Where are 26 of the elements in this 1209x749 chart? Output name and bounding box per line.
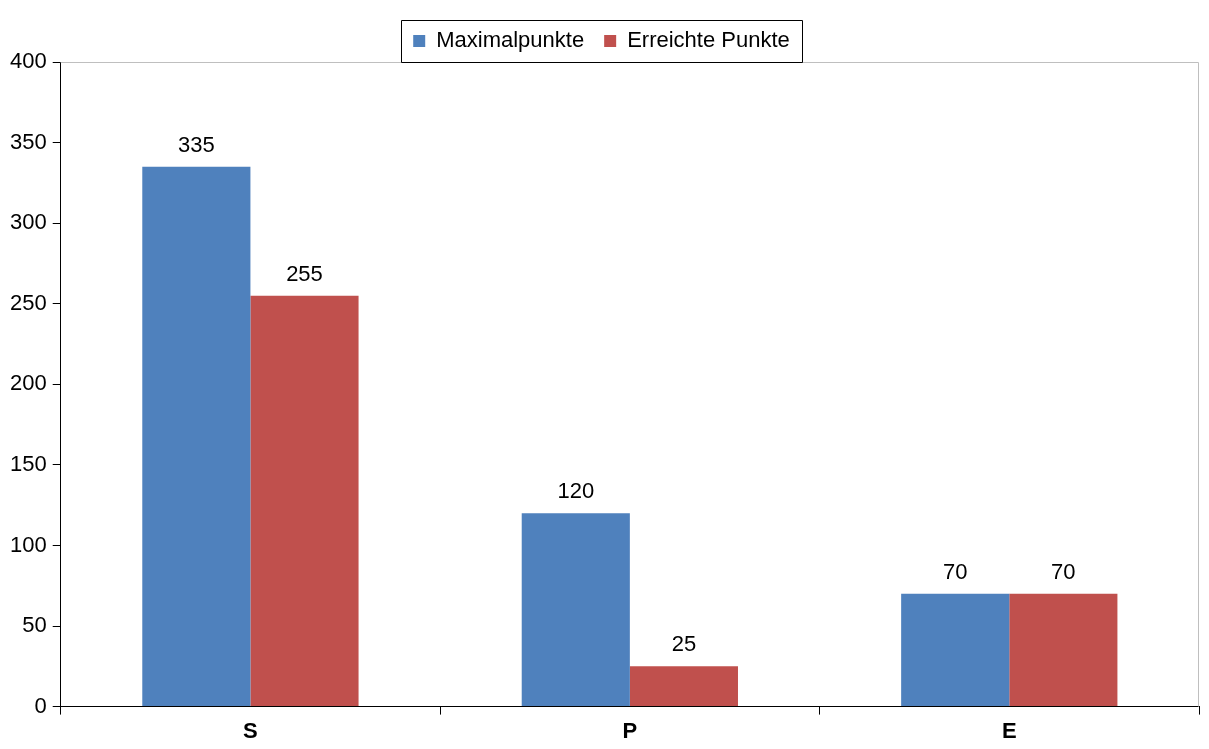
bar: [629, 666, 738, 707]
data-label: 25: [671, 631, 697, 657]
data-label: 70: [942, 558, 968, 584]
y-tick-label: 350: [9, 128, 47, 154]
bar: [901, 593, 1010, 707]
y-tick-label: 400: [9, 48, 47, 74]
bar: [521, 513, 630, 707]
y-tick-label: 100: [9, 531, 47, 557]
y-tick-label: 200: [9, 370, 47, 396]
y-tick-label: 150: [9, 450, 47, 476]
bar: [250, 295, 359, 707]
data-label: 120: [557, 478, 595, 504]
legend-label: Maximalpunkte: [436, 27, 585, 53]
legend-label: Erreichte Punkte: [627, 27, 790, 53]
y-tick-label: 0: [34, 692, 47, 718]
y-tick-label: 300: [9, 209, 47, 235]
x-tick-label: E: [1001, 717, 1017, 743]
data-label: 335: [177, 131, 215, 157]
data-label: 255: [286, 260, 323, 286]
y-tick-label: 250: [9, 289, 47, 315]
y-tick-label: 50: [22, 612, 47, 638]
bar: [1009, 593, 1118, 707]
x-tick-label: P: [622, 717, 638, 743]
x-tick-label: S: [243, 717, 258, 743]
data-label: 70: [1051, 558, 1076, 584]
bar: [142, 166, 251, 707]
